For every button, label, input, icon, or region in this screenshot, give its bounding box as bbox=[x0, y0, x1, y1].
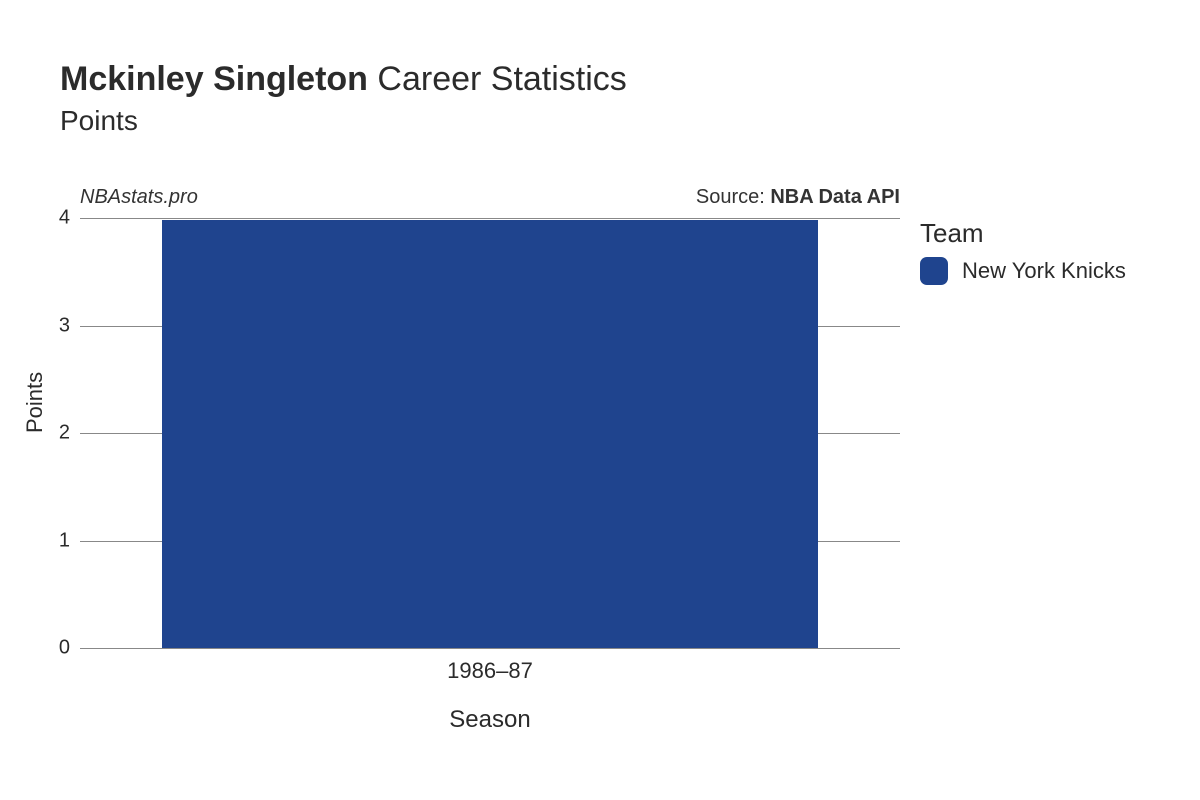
source-name: NBA Data API bbox=[770, 186, 900, 208]
chart-title-block: Mckinley Singleton Career Statistics Poi… bbox=[60, 60, 627, 137]
y-tick-label: 1 bbox=[59, 529, 80, 552]
source-attribution: Source: NBA Data API bbox=[696, 186, 900, 209]
gridline bbox=[80, 218, 900, 219]
chart-subtitle: Points bbox=[60, 105, 627, 137]
y-tick-label: 0 bbox=[59, 637, 80, 660]
legend-item: New York Knicks bbox=[920, 257, 1126, 285]
legend-item-label: New York Knicks bbox=[962, 258, 1126, 284]
title-suffix: Career Statistics bbox=[377, 60, 626, 98]
legend-title: Team bbox=[920, 218, 1126, 249]
plot-area: 012341986–87 bbox=[80, 218, 900, 648]
site-attribution: NBAstats.pro bbox=[80, 186, 198, 209]
y-axis-label: Points bbox=[22, 372, 48, 433]
legend: Team New York Knicks bbox=[920, 218, 1126, 285]
source-prefix: Source: bbox=[696, 186, 770, 208]
attribution-row: NBAstats.pro Source: NBA Data API bbox=[80, 186, 900, 209]
player-name: Mckinley Singleton bbox=[60, 60, 368, 98]
chart-title: Mckinley Singleton Career Statistics bbox=[60, 60, 627, 99]
y-tick-label: 3 bbox=[59, 314, 80, 337]
legend-swatch bbox=[920, 257, 948, 285]
x-tick-label: 1986–87 bbox=[447, 648, 533, 684]
y-tick-label: 2 bbox=[59, 422, 80, 445]
bar bbox=[162, 220, 818, 648]
y-tick-label: 4 bbox=[59, 207, 80, 230]
x-axis-label: Season bbox=[80, 706, 900, 734]
